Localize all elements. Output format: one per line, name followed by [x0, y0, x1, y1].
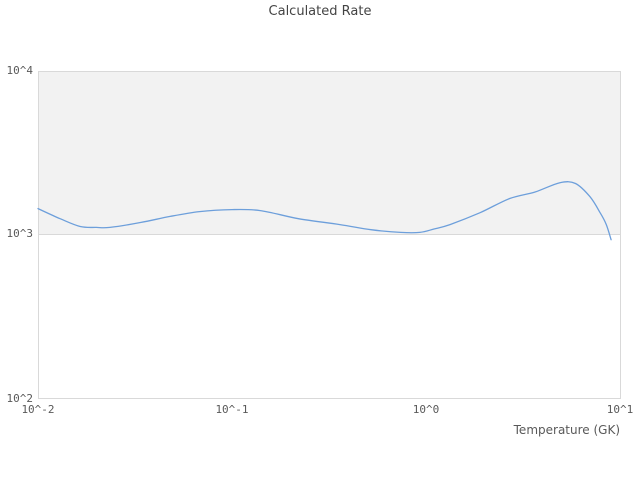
- rate-line-series: [37, 181, 612, 241]
- chart-title: Calculated Rate: [268, 4, 372, 19]
- y-tick-10e2: 10^2: [6, 392, 34, 405]
- x-axis-label: Temperature (GK): [513, 423, 620, 437]
- x-tick-10e-2: 10^-2: [21, 403, 55, 416]
- x-tick-10e0: 10^0: [412, 403, 440, 416]
- plot-border: [38, 71, 621, 399]
- x-tick-10e1: 10^1: [606, 403, 634, 416]
- y-tick-10e3: 10^3: [6, 227, 34, 240]
- y-tick-10e4: 10^4: [6, 64, 34, 77]
- x-tick-10e-1: 10^-1: [215, 403, 249, 416]
- upper-decade-band: [38, 71, 620, 235]
